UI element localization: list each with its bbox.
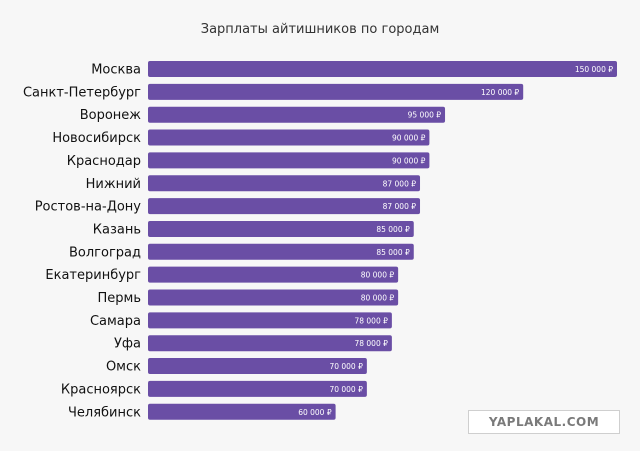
data-label: 85 000 ₽: [376, 225, 410, 234]
category-label: Москва: [91, 63, 141, 78]
bar: [148, 266, 399, 283]
bar: [148, 243, 414, 260]
category-label: Пермь: [98, 291, 142, 306]
bar: [148, 152, 430, 169]
bar: [148, 198, 421, 215]
data-label: 87 000 ₽: [383, 202, 417, 211]
category-label: Воронеж: [80, 108, 142, 123]
category-label: Самара: [90, 314, 141, 329]
category-label: Краснодар: [67, 154, 141, 169]
data-label: 85 000 ₽: [376, 248, 410, 257]
category-label: Новосибирск: [52, 131, 141, 146]
data-label: 60 000 ₽: [298, 408, 332, 417]
category-label: Санкт-Петербург: [23, 85, 141, 100]
data-label: 90 000 ₽: [392, 134, 426, 143]
data-label: 120 000 ₽: [481, 88, 519, 97]
data-label: 95 000 ₽: [408, 111, 442, 120]
data-label: 78 000 ₽: [354, 339, 388, 348]
bar: [148, 83, 524, 100]
category-label: Казань: [93, 222, 141, 237]
data-label: 70 000 ₽: [329, 362, 363, 371]
watermark-logo: YAPLAKAL.COM: [468, 410, 620, 434]
bar: [148, 403, 336, 420]
category-label: Ростов-на-Дону: [35, 200, 142, 215]
bar: [148, 129, 430, 146]
bar: [148, 61, 617, 77]
category-label: Челябинск: [68, 405, 141, 420]
bar: [148, 335, 392, 352]
bar: [148, 380, 367, 397]
data-label: 90 000 ₽: [392, 156, 426, 165]
data-label: 80 000 ₽: [361, 294, 395, 303]
category-label: Уфа: [114, 337, 141, 352]
data-label: 70 000 ₽: [329, 385, 363, 394]
data-label: 80 000 ₽: [361, 271, 395, 280]
chart-title: Зарплаты айтишников по городам: [200, 22, 440, 37]
category-label: Нижний: [86, 177, 141, 192]
category-label: Красноярск: [61, 382, 141, 397]
bar: [148, 358, 367, 375]
data-label: 78 000 ₽: [354, 316, 388, 325]
bar: [148, 175, 421, 192]
category-label: Омск: [106, 360, 141, 375]
data-label: 87 000 ₽: [383, 179, 417, 188]
bar: [148, 289, 399, 306]
category-label: Волгоград: [69, 245, 141, 260]
data-label: 150 000 ₽: [575, 65, 613, 74]
category-label: Екатеринбург: [45, 268, 141, 283]
bar: [148, 312, 392, 329]
bar: [148, 106, 446, 123]
bar: [148, 220, 414, 237]
